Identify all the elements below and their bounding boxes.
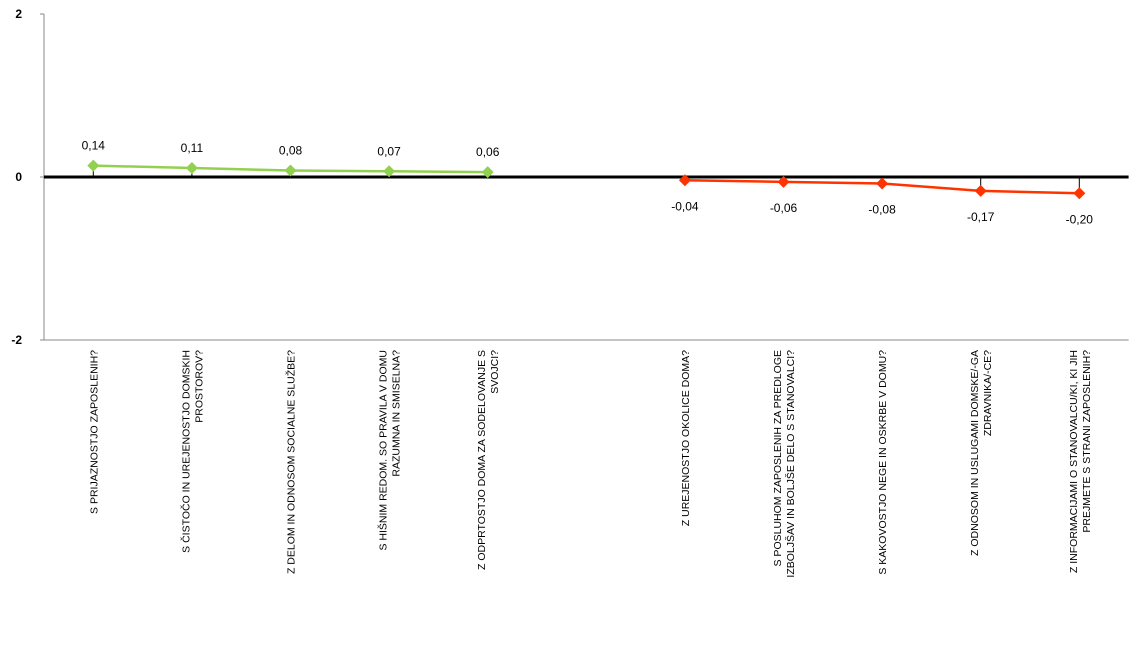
value-label: -0,17	[967, 210, 995, 224]
point	[1073, 187, 1086, 200]
value-label: 0,11	[181, 141, 204, 155]
x-tick-label: Z ODPRTOSTJO DOMA ZA SODELOVANJE SSVOJCI…	[476, 350, 501, 570]
value-label: 0,14	[82, 139, 106, 153]
label-line: IZBOLJŠAV IN BOLJŠE DELO S STANOVALCI?	[784, 350, 797, 578]
label-line: Z DELOM IN ODNOSOM SOCIALNE SLUŽBE?	[285, 350, 298, 574]
x-tick-label: S PRIJAZNOSTJO ZAPOSLENIH?	[88, 350, 100, 514]
label-line: SVOJCI?	[489, 350, 501, 394]
label-line: RAZUMNA IN SMISELNA?	[391, 350, 403, 477]
x-tick-label: S HIŠNIM REDOM. SO PRAVILA V DOMURAZUMNA…	[377, 350, 403, 551]
x-tick-label: Z DELOM IN ODNOSOM SOCIALNE SLUŽBE?	[285, 350, 298, 574]
point	[284, 164, 297, 177]
point	[678, 174, 691, 187]
point	[777, 175, 790, 188]
point	[87, 159, 100, 172]
label-line: Z INFORMACIJAMI O STANOVALCU/KI, KI JIH	[1068, 350, 1080, 573]
y-tick-label: 0	[15, 170, 22, 184]
x-tick-label: S ČISTOČO IN UREJENOSTJO DOMSKIHPROSTORO…	[179, 350, 205, 553]
value-label: 0,08	[279, 143, 303, 157]
label-line: S PRIJAZNOSTJO ZAPOSLENIH?	[88, 350, 100, 514]
x-tick-label: Z INFORMACIJAMI O STANOVALCU/KI, KI JIHP…	[1068, 350, 1093, 573]
label-line: S KAKOVOSTJO NEGE IN OSKRBE V DOMU?	[877, 350, 889, 575]
point	[185, 162, 198, 175]
label-line: Z ODPRTOSTJO DOMA ZA SODELOVANJE S	[476, 350, 488, 570]
label-line: Z UREJENOSTJO OKOLICE DOMA?	[680, 350, 692, 526]
x-tick-label: S KAKOVOSTJO NEGE IN OSKRBE V DOMU?	[877, 350, 889, 575]
label-line: S POSLUHOM ZAPOSLENIH ZA PREDLOGE	[772, 350, 784, 566]
label-line: S ČISTOČO IN UREJENOSTJO DOMSKIH	[179, 350, 192, 553]
value-label: -0,06	[770, 201, 798, 215]
value-label: -0,04	[671, 199, 699, 213]
label-line: PREJMETE S STRANI ZAPOSLENIH?	[1081, 350, 1093, 533]
x-tick-label: Z ODNOSOM IN USLUGAMI DOMSKE/-GAZDRAVNIK…	[969, 350, 994, 556]
point	[974, 184, 987, 197]
point	[876, 177, 889, 190]
value-label: -0,20	[1066, 212, 1094, 226]
point	[383, 165, 396, 178]
value-label: 0,07	[377, 144, 401, 158]
value-label: -0,08	[868, 203, 896, 217]
value-label: 0,06	[476, 145, 500, 159]
label-line: S HIŠNIM REDOM. SO PRAVILA V DOMU	[377, 350, 390, 551]
x-tick-label: Z UREJENOSTJO OKOLICE DOMA?	[680, 350, 692, 526]
y-tick-label: -2	[11, 333, 22, 347]
label-line: PROSTOROV?	[193, 350, 205, 423]
y-tick-label: 2	[15, 7, 22, 21]
point	[481, 166, 494, 179]
x-tick-label: S POSLUHOM ZAPOSLENIH ZA PREDLOGEIZBOLJŠ…	[772, 350, 797, 578]
label-line: ZDRAVNIKA/-CE?	[982, 350, 994, 436]
label-line: Z ODNOSOM IN USLUGAMI DOMSKE/-GA	[969, 350, 981, 556]
